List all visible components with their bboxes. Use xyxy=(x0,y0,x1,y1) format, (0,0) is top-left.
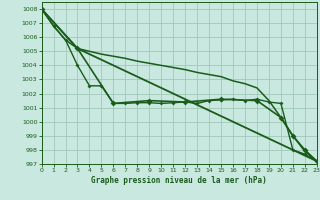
X-axis label: Graphe pression niveau de la mer (hPa): Graphe pression niveau de la mer (hPa) xyxy=(91,176,267,185)
